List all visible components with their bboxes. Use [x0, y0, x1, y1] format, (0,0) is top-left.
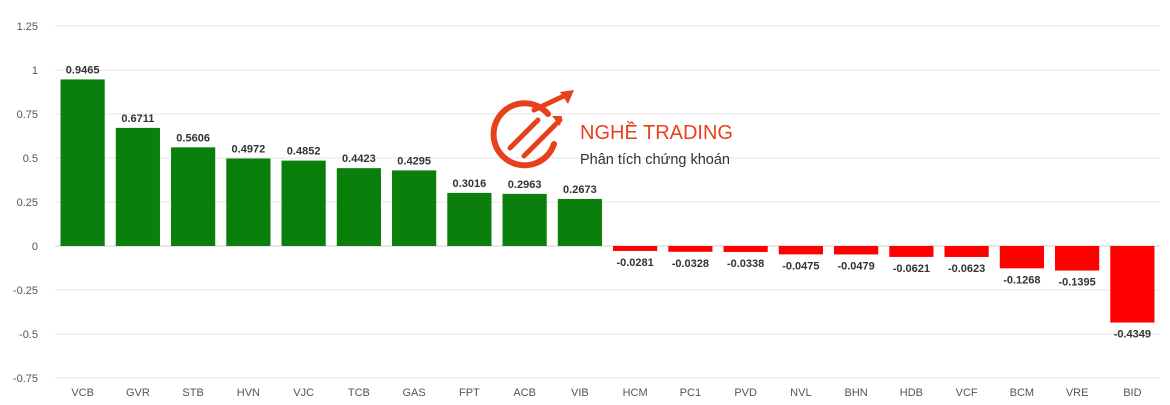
value-label: 0.4423 [342, 153, 376, 165]
value-label: -0.0475 [782, 260, 819, 272]
x-tick-label: FPT [459, 387, 480, 399]
y-tick-label: -0.25 [13, 285, 38, 297]
value-label: 0.6711 [121, 113, 154, 125]
y-tick-label: 1 [32, 65, 38, 77]
x-tick-label: GVR [126, 387, 150, 399]
x-tick-label: VIB [571, 387, 589, 399]
bar-pc1 [668, 246, 713, 252]
value-label: -0.0338 [727, 258, 764, 270]
logo-icon [490, 90, 574, 169]
x-tick-label: NVL [790, 387, 811, 399]
y-tick-label: 0.75 [17, 109, 38, 121]
bar-bhn [834, 246, 879, 255]
x-tick-label: PVD [734, 387, 757, 399]
x-tick-label: BID [1123, 387, 1141, 399]
bar-vcf [944, 246, 989, 257]
bar-stb [171, 147, 216, 246]
x-tick-label: PC1 [680, 387, 701, 399]
y-tick-label: 0.5 [23, 153, 38, 165]
bar-hvn [226, 158, 271, 246]
logo-subtitle: Phân tích chứng khoán [580, 152, 730, 168]
value-label: 0.4295 [397, 155, 431, 167]
bar-vib [557, 198, 602, 246]
grid-layer [55, 25, 1160, 379]
bar-acb [502, 193, 547, 246]
value-label: -0.0623 [948, 263, 985, 275]
value-label: -0.0328 [672, 258, 709, 270]
x-tick-label: STB [182, 387, 203, 399]
value-label: 0.9465 [66, 64, 100, 76]
watermark-logo: NGHỀ TRADING Phân tích chứng khoán [490, 90, 733, 169]
bar-bcm [999, 246, 1044, 269]
bar-fpt [447, 192, 492, 246]
label-layer: 1.25 1 0.75 0.5 0.25 0 -0.25 -0.5 -0.75 0.9465 VCB… [13, 21, 1151, 399]
bar-hdb [889, 246, 934, 257]
bar-vjc [281, 160, 326, 246]
bar-pvd [723, 246, 768, 252]
x-tick-label: VCF [956, 387, 978, 399]
value-label: 0.2673 [563, 184, 597, 196]
x-tick-label: HCM [623, 387, 648, 399]
value-label: -0.1395 [1058, 277, 1095, 289]
x-tick-label: BCM [1010, 387, 1034, 399]
logo-title: NGHỀ TRADING [580, 121, 733, 144]
bar-tcb [336, 168, 381, 246]
x-tick-label: HVN [237, 387, 260, 399]
value-label: -0.1268 [1003, 274, 1040, 286]
x-tick-label: TCB [348, 387, 370, 399]
value-label: 0.4852 [287, 146, 321, 158]
x-tick-label: VRE [1066, 387, 1089, 399]
x-tick-label: VJC [293, 387, 314, 399]
y-tick-label: 0 [32, 241, 38, 253]
value-label: -0.0281 [616, 257, 653, 269]
x-tick-label: ACB [513, 387, 536, 399]
bar-layer [60, 79, 1155, 323]
y-tick-label: -0.5 [19, 329, 38, 341]
x-tick-label: VCB [71, 387, 94, 399]
value-label: 0.2963 [508, 179, 542, 191]
value-label: -0.4349 [1114, 329, 1151, 341]
y-tick-label: 0.25 [17, 197, 38, 209]
value-label: -0.0479 [837, 260, 874, 272]
x-tick-label: GAS [403, 387, 426, 399]
y-tick-label: 1.25 [17, 21, 38, 33]
bar-hcm [613, 246, 658, 251]
bar-gas [392, 170, 437, 246]
value-label: 0.3016 [453, 178, 487, 190]
bar-nvl [778, 246, 823, 255]
y-tick-label: -0.75 [13, 373, 38, 385]
value-label: 0.4972 [232, 143, 266, 155]
value-label: 0.5606 [176, 132, 210, 144]
bar-bid [1110, 246, 1155, 323]
x-tick-label: HDB [900, 387, 923, 399]
bar-vcb [60, 79, 105, 246]
x-tick-label: BHN [845, 387, 868, 399]
bar-gvr [115, 127, 160, 246]
value-label: -0.0621 [893, 263, 930, 275]
bar-vre [1055, 246, 1100, 271]
